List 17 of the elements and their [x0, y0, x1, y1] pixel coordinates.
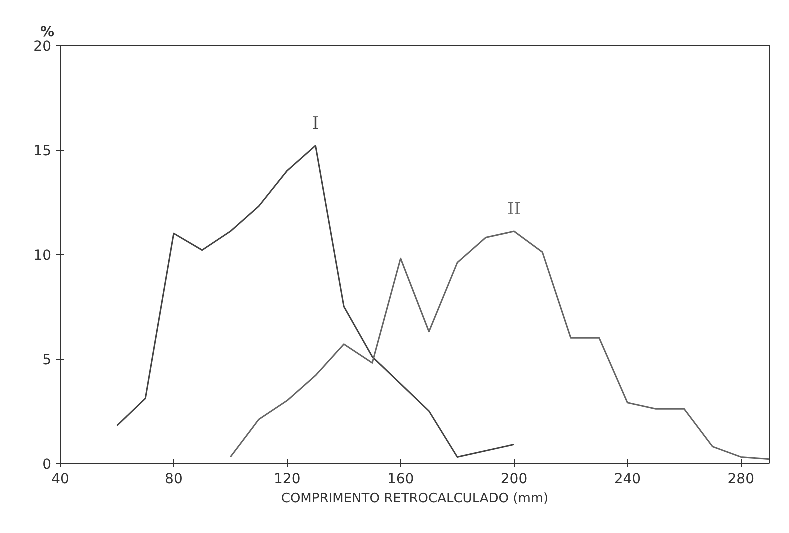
x-tick-label: 240: [614, 472, 642, 488]
y-tick-label: 20: [34, 39, 52, 55]
y-axis-title: %: [40, 24, 55, 40]
y-tick-label: 0: [42, 457, 52, 473]
x-tick-label: 120: [274, 472, 301, 488]
y-tick-label: 10: [34, 248, 52, 264]
x-tick-label: 280: [728, 472, 755, 488]
line-series: [230, 230, 770, 460]
x-tick-label: 200: [500, 472, 528, 488]
x-axis-title: COMPRIMENTO RETROCALCULADO (mm): [281, 492, 549, 506]
y-tick-label: 15: [34, 144, 52, 160]
series-label: I: [312, 114, 320, 134]
y-tick-label: 5: [42, 352, 52, 368]
x-tick-label: 40: [52, 472, 70, 488]
series-label: II: [508, 200, 521, 220]
x-tick-label: 160: [387, 472, 414, 488]
x-tick-label: 80: [165, 472, 183, 488]
